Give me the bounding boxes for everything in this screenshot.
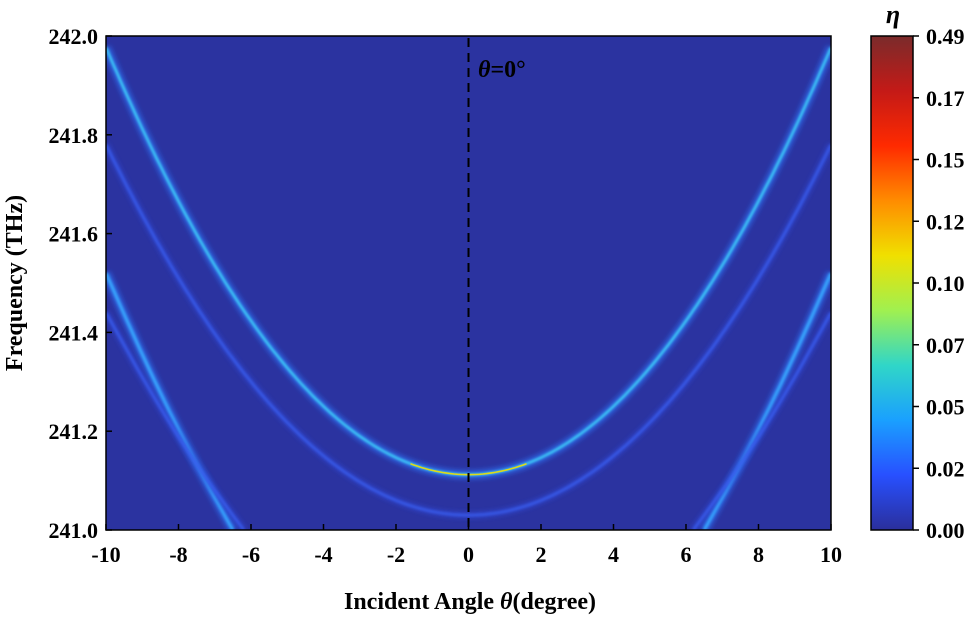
colorbar-tick-label: 0.00 (926, 518, 965, 543)
y-tick-label: 242.0 (49, 24, 99, 49)
band-right-faint (692, 312, 831, 530)
y-tick-label: 241.0 (49, 518, 99, 543)
band-right-bright (702, 272, 831, 530)
y-tick-label: 241.6 (49, 222, 99, 247)
x-axis-unit: (degree) (512, 589, 596, 615)
x-tick-label: 2 (536, 542, 547, 567)
y-tick-label: 241.8 (49, 123, 99, 148)
x-tick-label: -8 (169, 542, 187, 567)
x-axis-title: Incident Angle θ(degree) (344, 589, 596, 615)
colorbar-tick-label: 0.05 (926, 395, 965, 420)
x-axis-symbol: θ (500, 589, 513, 615)
x-tick-label: 6 (681, 542, 692, 567)
x-tick-label: -10 (91, 542, 120, 567)
x-tick-label: 8 (753, 542, 764, 567)
x-axis-label: Incident Angle (344, 589, 494, 615)
band-center-faint (106, 144, 831, 517)
colorbar-label: η (886, 0, 900, 29)
zero-angle-annotation: θ=0° (478, 57, 526, 83)
y-axis-title: Frequency (THz) (2, 195, 28, 371)
colorbar-tick-label: 0.12 (926, 209, 965, 234)
annotation-theta: θ (478, 57, 491, 83)
colorbar-ticks: 0.49 0.17 0.15 0.12 0.10 0.07 0.05 0.02 0.00 (913, 24, 965, 543)
x-axis-ticks: -10 -8 -6 -4 -2 0 2 4 6 8 10 (91, 524, 842, 567)
colorbar-tick-label: 0.15 (926, 148, 965, 173)
y-tick-label: 241.4 (49, 320, 99, 345)
x-tick-label: -6 (242, 542, 260, 567)
colorbar-tick-label: 0.17 (926, 86, 965, 111)
x-tick-label: 0 (463, 542, 474, 567)
colorbar-tick-label: 0.07 (926, 333, 965, 358)
colorbar-tick-label: 0.02 (926, 456, 965, 481)
colorbar-tick-label: 0.49 (926, 24, 965, 49)
x-tick-label: -4 (314, 542, 332, 567)
y-tick-label: 241.2 (49, 419, 99, 444)
x-tick-label: -2 (387, 542, 405, 567)
band-left-faint (106, 312, 245, 530)
annotation-value: =0° (490, 57, 525, 83)
x-tick-label: 4 (608, 542, 619, 567)
y-axis-ticks: 241.0 241.2 241.4 241.6 241.8 242.0 (49, 24, 112, 543)
colorbar (870, 35, 914, 531)
x-tick-label: 10 (820, 542, 842, 567)
band-left-bright (106, 272, 235, 530)
colorbar-tick-label: 0.10 (926, 271, 965, 296)
